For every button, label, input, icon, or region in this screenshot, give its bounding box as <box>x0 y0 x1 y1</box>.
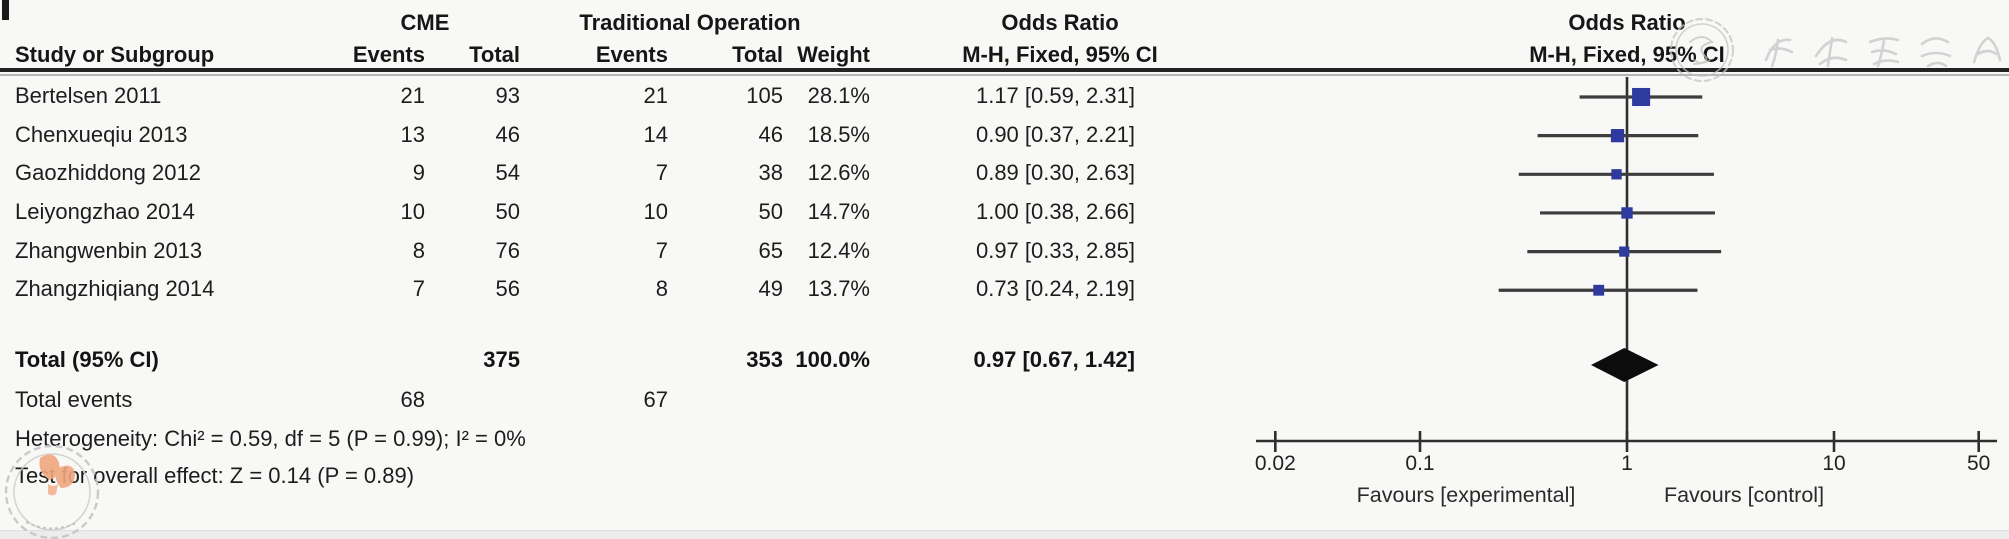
effect-square <box>1621 207 1633 219</box>
cell-trad_events: 21 <box>643 83 668 108</box>
cell-cme_events: 10 <box>400 198 425 224</box>
col-header-trad-events: Events <box>595 42 668 67</box>
cell-or_ci: 0.73 [0.24, 2.19] <box>975 276 1135 302</box>
group-header-traditional: Traditional Operation <box>579 10 801 35</box>
effect-square <box>1619 246 1630 257</box>
col-header-cme-total: Total <box>469 42 520 67</box>
effect-square <box>1610 129 1625 143</box>
column-or-ci: 1.17 [0.59, 2.31] 0.90 [0.37, 2.21] 0.89 [… <box>915 77 1135 309</box>
cell-cme_events: 13 <box>400 121 425 147</box>
cell-or_ci: 0.89 [0.30, 2.63] <box>975 160 1135 186</box>
cell-cme_events: 7 <box>412 276 425 302</box>
cell-trad_total: 49 <box>758 276 783 302</box>
col-header-weight: Weight <box>797 42 870 67</box>
axis-tick-label: 0.02 <box>1254 452 1296 475</box>
cell-weight: 12.4% <box>807 237 870 263</box>
cell-name: Chenxueqiu 2013 <box>15 121 188 147</box>
column-weights: 28.1% 18.5% 12.6% 14.7% 12.4% 13.7% <box>745 77 870 309</box>
axis-tick-label: 50 <box>1966 452 1991 475</box>
column-trad-events: 21 14 7 10 7 8 <box>543 77 668 309</box>
odds-ratio-title-right: Odds Ratio <box>1568 10 1686 35</box>
pooled-diamond <box>1590 348 1659 382</box>
cell-trad_total: 46 <box>758 121 783 147</box>
total-label: Total (95% CI) <box>15 347 159 372</box>
cell-name: Zhangwenbin 2013 <box>15 237 203 263</box>
cell-cme_events: 8 <box>412 237 425 263</box>
cell-name: Zhangzhiqiang 2014 <box>15 276 215 302</box>
cell-or_ci: 0.97 [0.33, 2.85] <box>975 237 1135 263</box>
cell-cme_total: 56 <box>495 276 520 302</box>
column-study-names: Bertelsen 2011 Chenxueqiu 2013 Gaozhiddong… <box>15 77 295 309</box>
cell-name: Bertelsen 2011 <box>15 83 162 108</box>
cell-trad_total: 65 <box>758 237 783 263</box>
column-cme-events: 21 13 9 10 8 7 <box>300 77 425 309</box>
cell-weight: 13.7% <box>807 276 870 302</box>
effect-square <box>1632 87 1651 107</box>
favours-right-label: Favours [control] <box>1663 483 1825 507</box>
cell-trad_events: 8 <box>655 276 668 302</box>
header-rule-thick <box>0 68 2009 72</box>
cell-trad_events: 7 <box>655 160 668 186</box>
effect-square <box>1593 284 1605 296</box>
scan-edge-band <box>0 530 2009 539</box>
total-events-label: Total events <box>15 387 133 412</box>
col-header-mh-left: M-H, Fixed, 95% CI <box>962 42 1158 67</box>
cell-cme_events: 9 <box>412 160 425 186</box>
cell-cme_events: 21 <box>400 83 425 108</box>
cell-or_ci: 1.17 [0.59, 2.31] <box>975 83 1135 108</box>
cell-or_ci: 0.90 [0.37, 2.21] <box>975 121 1135 147</box>
column-cme-total: 93 46 54 50 76 56 <box>430 77 520 309</box>
cell-trad_events: 10 <box>643 198 668 224</box>
total-events-cme: 68 <box>400 387 425 412</box>
cell-weight: 28.1% <box>807 83 870 108</box>
total-cme-n: 375 <box>483 347 520 372</box>
total-or-ci: 0.97 [0.67, 1.42] <box>973 347 1135 372</box>
total-trad-n: 353 <box>746 347 783 372</box>
axis-tick-label: 1 <box>1621 452 1633 475</box>
total-events-trad: 67 <box>643 387 668 412</box>
axis-tick-label: 0.1 <box>1405 452 1435 475</box>
cell-cme_total: 54 <box>495 160 520 186</box>
cell-trad_events: 7 <box>655 237 668 263</box>
favours-left-label: Favours [experimental] <box>1356 483 1576 507</box>
col-header-mh-right: M-H, Fixed, 95% CI <box>1529 42 1725 67</box>
header-rule-thin <box>0 74 2009 76</box>
cell-weight: 18.5% <box>807 121 870 147</box>
col-header-trad-total: Total <box>732 42 783 67</box>
col-header-cme-events: Events <box>352 42 425 67</box>
axis-tick-label: 10 <box>1822 452 1846 475</box>
column-trad-total: 105 46 38 50 65 49 <box>658 77 783 309</box>
odds-ratio-title-left: Odds Ratio <box>1001 10 1119 35</box>
cell-trad_total: 105 <box>746 83 783 108</box>
cell-trad_total: 38 <box>758 160 783 186</box>
cell-trad_total: 50 <box>758 198 783 224</box>
col-header-study: Study or Subgroup <box>15 42 215 67</box>
cell-cme_total: 46 <box>495 121 520 147</box>
effect-square <box>1611 169 1622 180</box>
overall-effect-text: Test for overall effect: Z = 0.14 (P = 0… <box>15 463 415 488</box>
scan-artifact-mark <box>2 0 9 20</box>
cell-name: Leiyongzhao 2014 <box>15 198 195 224</box>
cell-trad_events: 14 <box>643 121 668 147</box>
cell-weight: 14.7% <box>807 198 870 224</box>
group-header-cme: CME <box>400 10 450 35</box>
cell-or_ci: 1.00 [0.38, 2.66] <box>975 198 1135 224</box>
cell-weight: 12.6% <box>807 160 870 186</box>
total-weight: 100.0% <box>795 347 870 372</box>
cell-name: Gaozhiddong 2012 <box>15 160 201 186</box>
cell-cme_total: 76 <box>495 237 520 263</box>
cell-cme_total: 50 <box>495 198 520 224</box>
cell-cme_total: 93 <box>495 83 520 108</box>
heterogeneity-text: Heterogeneity: Chi² = 0.59, df = 5 (P = … <box>15 426 526 451</box>
